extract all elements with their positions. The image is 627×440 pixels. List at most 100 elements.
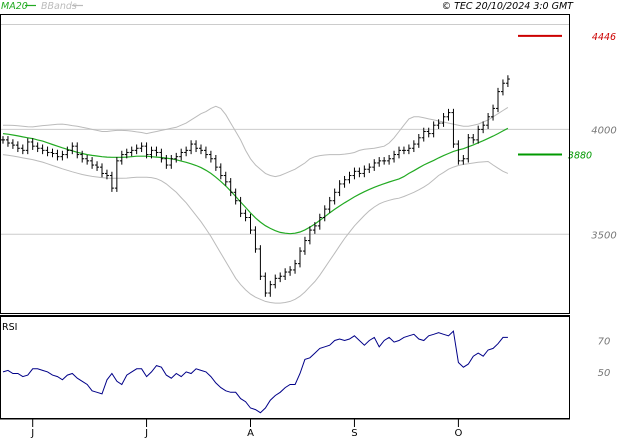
price-bar [114, 157, 119, 192]
price-bar [461, 154, 466, 165]
price-bar [40, 144, 45, 155]
rsi-title: RSI [2, 322, 17, 333]
price-bar [263, 272, 268, 297]
price-grid [0, 23, 570, 235]
price-bar [75, 142, 80, 159]
price-bar [104, 169, 109, 180]
price-bar [421, 127, 426, 142]
price-panel-frame [0, 14, 570, 314]
price-bar [159, 148, 164, 163]
price-bar [129, 146, 134, 157]
price-bar [377, 157, 382, 167]
price-bar [238, 196, 243, 218]
price-bar [387, 154, 392, 165]
price-bar [199, 144, 203, 155]
price-bar [60, 150, 65, 161]
price-bar [194, 140, 199, 153]
x-tick-label: S [351, 428, 357, 439]
price-bar [327, 196, 332, 213]
price-bar [109, 171, 114, 192]
price-bar [288, 266, 293, 276]
price-bar [283, 268, 288, 281]
rsi-tick-label: 50 [598, 368, 611, 379]
price-bar [307, 226, 312, 245]
price-bar [505, 75, 510, 88]
price-bar [312, 222, 317, 234]
price-bar [119, 150, 124, 165]
price-bar [426, 127, 431, 138]
rsi-tick-label: 70 [598, 337, 611, 348]
price-bar [243, 209, 248, 222]
price-bar [496, 87, 500, 113]
price-bar [293, 259, 298, 274]
price-bar [357, 167, 362, 178]
price-bar [278, 272, 283, 283]
legend: MA20 BBands [1, 1, 83, 12]
bband-upper-line [3, 105, 509, 178]
rsi-line [2, 330, 508, 414]
price-bar [228, 178, 233, 197]
price-bar [50, 148, 55, 158]
price-levels: 4446 3880 [518, 32, 616, 162]
price-bar [382, 157, 387, 165]
price-bar [491, 104, 496, 121]
price-bar [471, 134, 476, 144]
price-bar [476, 125, 481, 144]
price-bar [213, 154, 218, 171]
ma20-line [2, 127, 509, 235]
price-tick-label: 4000 [591, 125, 616, 136]
x-tick-label: O [454, 428, 462, 439]
price-bar [45, 146, 50, 157]
price-bar [5, 136, 10, 147]
price-bar [298, 247, 302, 268]
price-bar [446, 108, 451, 121]
price-bar [273, 274, 278, 289]
rsi-y-axis: 70 50 [598, 337, 611, 379]
rsi-panel: 70 50 RSI [0, 315, 611, 419]
price-bar [486, 113, 491, 129]
legend-bbands-label: BBands [41, 1, 77, 12]
price-panel: 4000 3500 4446 3880 [0, 14, 617, 314]
price-y-axis: 4000 3500 [591, 125, 616, 241]
price-bar [362, 165, 367, 178]
price-bar [144, 142, 149, 159]
price-bar [65, 146, 70, 159]
copyright-text: © TEC 20/10/2024 3:0 GMT [442, 1, 575, 12]
level-label: 3880 [568, 151, 592, 162]
price-bar [481, 121, 486, 134]
price-bar [367, 163, 372, 174]
price-bar [124, 148, 129, 159]
price-bar [169, 154, 174, 169]
level-label: 4446 [592, 32, 616, 43]
price-bar [342, 175, 347, 188]
price-bar [431, 121, 436, 138]
price-bar [25, 138, 30, 155]
price-bar [90, 157, 95, 169]
price-bar [500, 79, 505, 96]
price-bar [317, 213, 322, 230]
price-bar [218, 163, 223, 180]
rsi-panel-frame [0, 316, 570, 419]
price-bar [35, 142, 40, 153]
price-bar [397, 146, 401, 159]
price-bar [352, 167, 357, 180]
price-tick-label: 3500 [591, 230, 616, 241]
price-bar [30, 138, 35, 150]
price-bar [401, 146, 406, 155]
price-bar [248, 213, 253, 234]
price-bar [347, 171, 352, 184]
price-bar [223, 171, 228, 186]
price-bar [149, 146, 154, 159]
price-bar [268, 280, 273, 297]
price-bar [436, 119, 441, 129]
price-bar [164, 154, 169, 169]
price-bar [80, 150, 85, 163]
price-bar [337, 180, 342, 197]
price-bar [253, 226, 258, 253]
price-bar [100, 163, 104, 178]
price-bar [85, 154, 90, 165]
price-bar [406, 144, 411, 155]
price-bar [70, 142, 75, 155]
